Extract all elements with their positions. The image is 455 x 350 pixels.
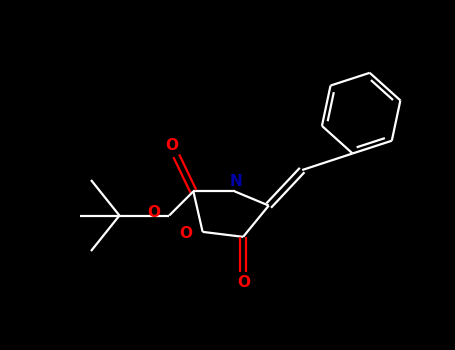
Text: O: O [180, 226, 192, 241]
Text: O: O [147, 205, 160, 220]
Text: O: O [238, 275, 250, 290]
Text: O: O [166, 138, 178, 153]
Text: N: N [230, 174, 243, 189]
